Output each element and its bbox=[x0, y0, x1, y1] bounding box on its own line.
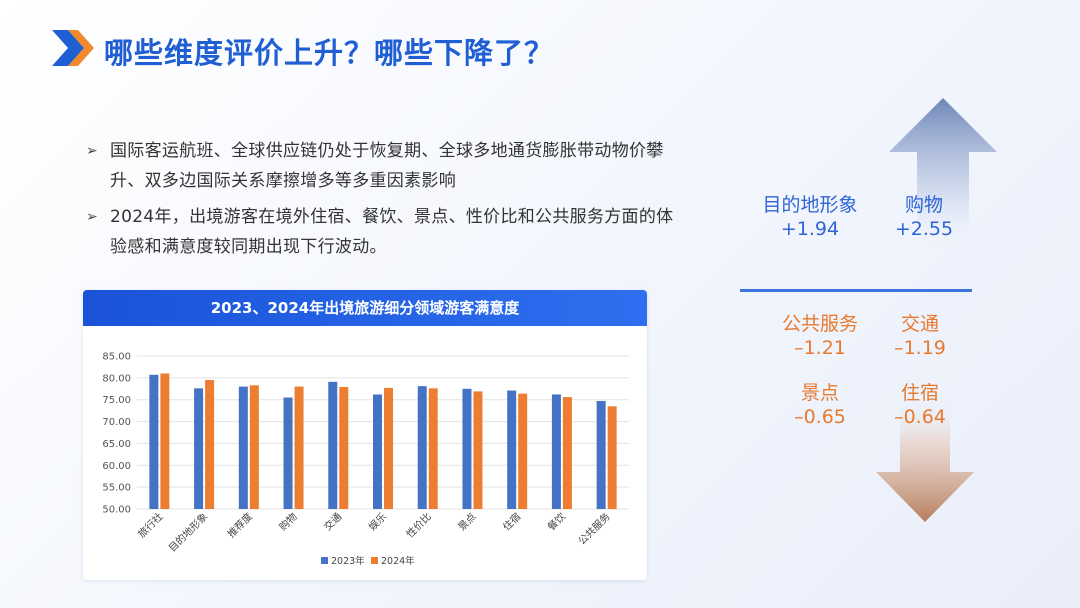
y-tick-label: 55.00 bbox=[102, 483, 131, 494]
bar-2023 bbox=[238, 386, 248, 509]
stat-accommodation: 住宿 –0.64 bbox=[880, 381, 960, 429]
x-tick-label: 推荐度 bbox=[225, 510, 255, 540]
divider bbox=[740, 289, 972, 292]
legend-label: 2023年 bbox=[331, 555, 365, 567]
bar-chart: 85.00 80.00 75.00 70.00 65.00 60.00 55.00 50.00… bbox=[102, 352, 629, 567]
y-tick-label: 75.00 bbox=[102, 395, 131, 406]
stat-value: –1.21 bbox=[794, 337, 846, 359]
up-arrow-icon bbox=[889, 98, 997, 243]
legend-swatch bbox=[371, 557, 378, 564]
legend-swatch bbox=[321, 557, 328, 564]
stat-label: 景点 bbox=[800, 382, 839, 404]
bullet-text: 2024年，出境游客在境外住宿、餐饮、景点、性价比和公共服务方面的体验感和满意度… bbox=[110, 207, 674, 257]
stat-public-service: 公共服务 –1.21 bbox=[772, 312, 868, 360]
x-tick-label: 购物 bbox=[276, 510, 299, 533]
bar-2024 bbox=[339, 387, 349, 509]
bullet-text: 国际客运航班、全球供应链仍处于恢复期、全球多地通货膨胀带动物价攀升、双多边国际关… bbox=[110, 141, 664, 191]
bar-2024 bbox=[607, 406, 617, 509]
bar-2023 bbox=[551, 394, 561, 509]
bar-2023 bbox=[462, 388, 472, 509]
bullet-list: ➢ 国际客运航班、全球供应链仍处于恢复期、全球多地通货膨胀带动物价攀升、双多边国… bbox=[86, 136, 686, 268]
y-tick-label: 60.00 bbox=[102, 461, 131, 472]
stat-attractions: 景点 –0.65 bbox=[780, 381, 860, 429]
bullet-item: ➢ 2024年，出境游客在境外住宿、餐饮、景点、性价比和公共服务方面的体验感和满… bbox=[86, 202, 686, 262]
stat-shopping: 购物 +2.55 bbox=[884, 193, 964, 241]
bullet-arrow-icon: ➢ bbox=[86, 209, 98, 225]
bar-2024 bbox=[160, 373, 170, 509]
stat-label: 目的地形象 bbox=[762, 194, 858, 216]
x-tick-label: 公共服务 bbox=[575, 510, 612, 547]
x-tick-label: 景点 bbox=[456, 511, 479, 534]
stat-value: +2.55 bbox=[894, 218, 954, 240]
bar-2024 bbox=[249, 385, 259, 509]
bar-2024 bbox=[562, 397, 572, 509]
stat-label: 住宿 bbox=[900, 382, 939, 404]
x-tick-label: 旅行社 bbox=[135, 510, 165, 540]
bar-2023 bbox=[149, 374, 159, 509]
x-tick-label: 目的地形象 bbox=[166, 510, 211, 555]
bar-2023 bbox=[194, 388, 204, 509]
y-tick-label: 80.00 bbox=[102, 373, 131, 384]
bar-2024 bbox=[294, 386, 304, 509]
stat-label: 公共服务 bbox=[781, 313, 858, 335]
brand-chevron-logo bbox=[52, 30, 94, 66]
y-tick-label: 70.00 bbox=[102, 417, 131, 428]
x-tick-label: 餐饮 bbox=[545, 510, 568, 533]
bar-2024 bbox=[384, 387, 393, 509]
bar-2023 bbox=[283, 397, 293, 509]
legend-label: 2024年 bbox=[381, 555, 415, 567]
bullet-item: ➢ 国际客运航班、全球供应链仍处于恢复期、全球多地通货膨胀带动物价攀升、双多边国… bbox=[86, 136, 686, 196]
page-title: 哪些维度评价上升？哪些下降了？ bbox=[104, 36, 555, 70]
bar-2024 bbox=[473, 391, 483, 509]
bar-2023 bbox=[373, 394, 382, 509]
down-arrow-icon bbox=[876, 400, 974, 522]
stat-destination-image: 目的地形象 +1.94 bbox=[758, 193, 862, 241]
bar-2023 bbox=[507, 390, 517, 509]
y-tick-label: 50.00 bbox=[102, 505, 131, 516]
chart-card: 2023、2024年出境旅游细分领域游客满意度 85.00 80.00 75.00 7… bbox=[83, 290, 647, 580]
stat-transport: 交通 –1.19 bbox=[880, 312, 960, 360]
x-tick-label: 性价比 bbox=[403, 510, 433, 540]
bar-2024 bbox=[205, 380, 215, 509]
stat-value: +1.94 bbox=[780, 218, 840, 240]
bar-2023 bbox=[417, 386, 427, 509]
y-tick-label: 65.00 bbox=[102, 439, 131, 450]
bullet-arrow-icon: ➢ bbox=[86, 143, 98, 159]
stat-value: –0.65 bbox=[794, 406, 846, 428]
y-tick-label: 85.00 bbox=[102, 352, 131, 363]
stat-value: –0.64 bbox=[894, 406, 946, 428]
chart-title: 2023、2024年出境旅游细分领域游客满意度 bbox=[83, 290, 647, 326]
stat-label: 交通 bbox=[900, 313, 939, 335]
bar-2023 bbox=[328, 381, 338, 509]
bar-2023 bbox=[596, 401, 606, 509]
x-tick-label: 交通 bbox=[321, 510, 344, 533]
x-tick-label: 娱乐 bbox=[366, 510, 389, 533]
x-tick-label: 住宿 bbox=[500, 510, 523, 533]
bar-2024 bbox=[428, 388, 438, 509]
stat-label: 购物 bbox=[904, 194, 943, 216]
stat-value: –1.19 bbox=[894, 337, 946, 359]
bar-2024 bbox=[518, 393, 528, 509]
